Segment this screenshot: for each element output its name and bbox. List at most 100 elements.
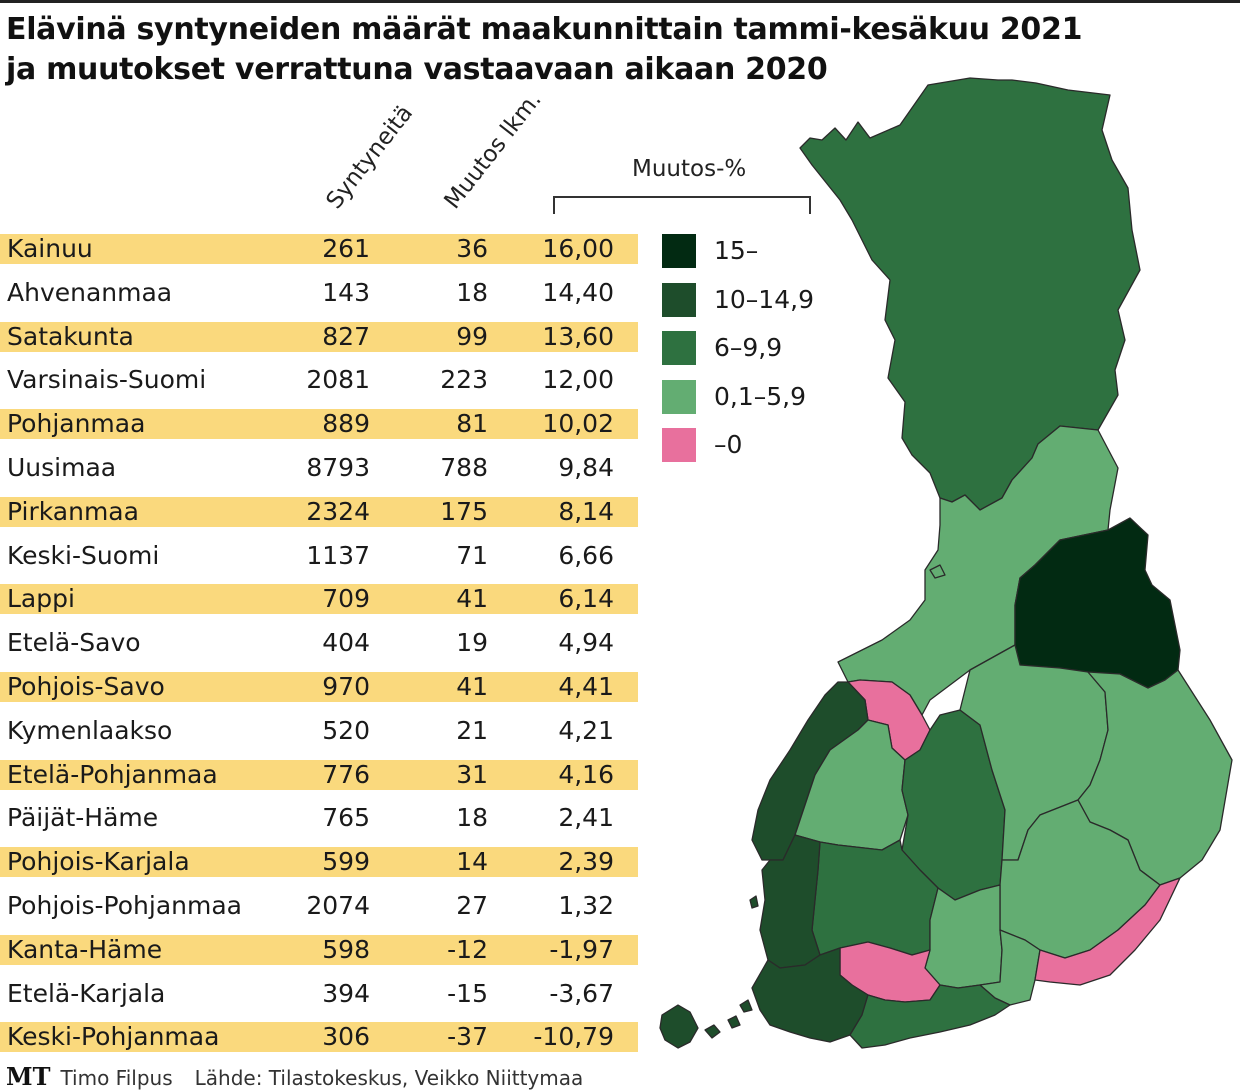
table-row: Keski-Pohjanmaa 306 -37 -10,79 (0, 1022, 638, 1052)
change-value: 31 (456, 760, 488, 789)
table-row: Päijät-Häme 765 18 2,41 (0, 803, 638, 833)
table-row: Kainuu 261 36 16,00 (0, 234, 638, 264)
title-line-1: Elävinä syntyneiden määrät maakunnittain… (6, 12, 1083, 47)
pct-value: 16,00 (542, 234, 614, 263)
change-value: 81 (456, 409, 488, 438)
table-row: Pirkanmaa 2324 175 8,14 (0, 497, 638, 527)
region-name: Päijät-Häme (7, 803, 159, 832)
finland-map (659, 77, 1233, 1049)
region-ahvenanmaa (659, 1004, 699, 1049)
table-row: Etelä-Savo 404 19 4,94 (0, 628, 638, 658)
region-name: Kymenlaakso (7, 716, 173, 745)
region-name: Keski-Pohjanmaa (7, 1022, 220, 1051)
pct-value: 4,21 (558, 716, 614, 745)
change-value: 99 (456, 322, 488, 351)
region-name: Etelä-Karjala (7, 979, 166, 1008)
column-header-births: Syntyneitä (321, 100, 419, 214)
chart-title: Elävinä syntyneiden määrät maakunnittain… (6, 10, 1082, 90)
pct-value: 8,14 (558, 497, 614, 526)
pct-value: -3,67 (549, 979, 614, 1008)
region-name: Etelä-Pohjanmaa (7, 760, 218, 789)
legend-label: 15– (714, 236, 759, 265)
births-value: 394 (322, 979, 370, 1008)
pct-bracket (553, 196, 811, 214)
change-value: 788 (440, 453, 488, 482)
table-row: Lappi 709 41 6,14 (0, 584, 638, 614)
change-value: -15 (447, 979, 488, 1008)
legend-swatch (662, 331, 696, 365)
change-value: 18 (456, 278, 488, 307)
region-name: Satakunta (7, 322, 134, 351)
change-value: 41 (456, 672, 488, 701)
table-row: Pohjanmaa 889 81 10,02 (0, 409, 638, 439)
region-name: Varsinais-Suomi (7, 365, 207, 394)
region-name: Kainuu (7, 234, 93, 263)
table-row: Pohjois-Savo 970 41 4,41 (0, 672, 638, 702)
column-header-change: Muutos lkm. (439, 87, 547, 214)
region-etela-karjala (1034, 877, 1181, 986)
pct-value: 9,84 (558, 453, 614, 482)
births-value: 2074 (306, 891, 370, 920)
legend-swatch (662, 380, 696, 414)
births-value: 599 (322, 847, 370, 876)
change-value: 41 (456, 584, 488, 613)
pct-value: 2,41 (558, 803, 614, 832)
births-value: 776 (322, 760, 370, 789)
legend-swatch (662, 283, 696, 317)
births-value: 1137 (306, 541, 370, 570)
region-name: Kanta-Häme (7, 935, 163, 964)
table-row: Kymenlaakso 520 21 4,21 (0, 716, 638, 746)
pct-value: 2,39 (558, 847, 614, 876)
pct-value: -1,97 (549, 935, 614, 964)
pct-value: 14,40 (542, 278, 614, 307)
region-name: Keski-Suomi (7, 541, 160, 570)
change-value: 223 (440, 365, 488, 394)
legend-label: 6–9,9 (714, 333, 783, 362)
region-uusimaa (849, 984, 1011, 1049)
legend-swatch (662, 428, 696, 462)
source: Lähde: Tilastokeskus, Veikko Niittymaa (194, 1066, 584, 1090)
pct-value: 4,94 (558, 628, 614, 657)
region-name: Pohjois-Karjala (7, 847, 190, 876)
region-name: Pirkanmaa (7, 497, 139, 526)
archipelago-island (727, 1015, 741, 1029)
pct-value: 6,14 (558, 584, 614, 613)
table-row: Satakunta 827 99 13,60 (0, 322, 638, 352)
pct-value: 4,16 (558, 760, 614, 789)
table-row: Pohjois-Karjala 599 14 2,39 (0, 847, 638, 877)
births-value: 889 (322, 409, 370, 438)
change-value: 36 (456, 234, 488, 263)
births-value: 2081 (306, 365, 370, 394)
births-value: 598 (322, 935, 370, 964)
births-value: 765 (322, 803, 370, 832)
change-value: 27 (456, 891, 488, 920)
archipelago-island (749, 895, 759, 909)
births-value: 404 (322, 628, 370, 657)
region-paijat-hame (924, 884, 1003, 989)
region-name: Pohjois-Savo (7, 672, 165, 701)
author: Timo Filpus (60, 1066, 173, 1090)
change-value: -37 (447, 1022, 488, 1051)
change-value: 175 (440, 497, 488, 526)
change-value: 71 (456, 541, 488, 570)
change-value: 14 (456, 847, 488, 876)
legend-label: –0 (714, 430, 743, 459)
region-name: Pohjanmaa (7, 409, 146, 438)
region-name: Etelä-Savo (7, 628, 141, 657)
births-value: 970 (322, 672, 370, 701)
footer: MT Timo Filpus Lähde: Tilastokeskus, Veikk… (6, 1064, 583, 1091)
births-value: 709 (322, 584, 370, 613)
table-row: Uusimaa 8793 788 9,84 (0, 453, 638, 483)
archipelago-island (929, 564, 946, 579)
legend-swatch (662, 234, 696, 268)
pct-value: 12,00 (542, 365, 614, 394)
births-value: 2324 (306, 497, 370, 526)
table-row: Kanta-Häme 598 -12 -1,97 (0, 935, 638, 965)
change-value: 19 (456, 628, 488, 657)
pct-value: 1,32 (558, 891, 614, 920)
mt-logo: MT (6, 1062, 51, 1091)
region-name: Uusimaa (7, 453, 117, 482)
legend-label: 0,1–5,9 (714, 382, 807, 411)
title-line-2: ja muutokset verrattuna vastaavaan aikaa… (6, 52, 828, 87)
births-value: 8793 (306, 453, 370, 482)
